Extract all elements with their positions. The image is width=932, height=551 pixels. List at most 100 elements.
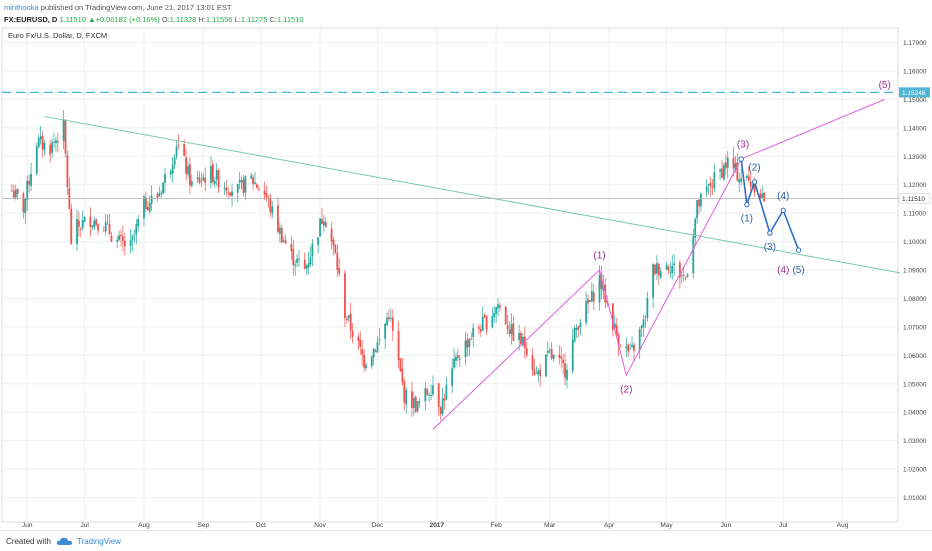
candle-body	[483, 314, 486, 318]
x-tick-label: Jul	[779, 522, 788, 529]
candle-body	[290, 243, 293, 251]
candle-body	[747, 176, 750, 181]
author-link[interactable]: minthooka	[4, 3, 39, 12]
candle-body	[510, 324, 513, 335]
x-tick-label: Jul	[80, 522, 89, 529]
candle-body	[156, 194, 159, 198]
candle-body	[698, 199, 700, 207]
candle-body	[164, 174, 166, 183]
candle-body	[589, 300, 591, 302]
candle-body	[707, 184, 710, 186]
y-tick-label: 1.07000	[903, 324, 927, 331]
candle-body	[254, 182, 256, 184]
candle-body	[307, 263, 310, 268]
candle-body	[642, 319, 645, 328]
candle-body	[388, 317, 390, 320]
low-value: 1.11275	[240, 15, 268, 24]
candle-body	[523, 336, 526, 348]
candle-body	[745, 175, 748, 179]
candle-body	[175, 146, 178, 157]
candle-body	[55, 140, 57, 144]
candle-body	[468, 339, 471, 348]
candle-body	[414, 397, 417, 412]
candle-body	[135, 224, 138, 235]
candle-body	[533, 369, 536, 375]
candle-body	[600, 273, 603, 289]
candle-body	[215, 170, 218, 180]
candle-body	[106, 221, 109, 223]
candle-body	[282, 240, 285, 242]
candle-body	[629, 348, 632, 350]
candle-body	[682, 274, 685, 276]
candle-body	[550, 348, 553, 359]
publish-text: published on TradingView.com, June 21, 2…	[38, 3, 232, 12]
candle-body	[110, 235, 113, 242]
candle-body	[738, 179, 741, 183]
price-chart[interactable]: Euro Fx/U.S. Dollar, D, FXCM 1.17000 1.160…	[0, 0, 932, 530]
candle-body	[692, 236, 695, 274]
candle-body	[579, 322, 582, 328]
candle-body	[669, 271, 672, 273]
candle-body	[158, 193, 161, 197]
candle-body	[456, 355, 459, 359]
candle-body	[723, 164, 725, 180]
candle-body	[418, 401, 421, 403]
candle-body	[763, 192, 766, 202]
candle-body	[120, 234, 122, 237]
candle-body	[531, 355, 534, 370]
candle-body	[464, 340, 467, 358]
candle-body	[724, 162, 727, 169]
candle-body	[678, 262, 681, 278]
candle-body	[169, 171, 172, 175]
candle-body	[189, 164, 191, 186]
candle-body	[321, 219, 323, 225]
y-tick-label: 1.09000	[903, 268, 927, 275]
candle-body	[539, 369, 542, 377]
candle-body	[198, 177, 201, 183]
last-price-badge	[898, 193, 931, 204]
candle-body	[363, 354, 365, 368]
candle-body	[278, 227, 281, 234]
candle-body	[93, 220, 96, 228]
candle-body	[397, 331, 400, 361]
candle-body	[592, 292, 595, 302]
candle-body	[445, 384, 448, 400]
candle-body	[491, 316, 494, 328]
candle-body	[24, 198, 27, 214]
elliott-wave-minor	[740, 158, 800, 251]
candle-body	[357, 336, 360, 342]
candle-body	[412, 398, 415, 408]
candles	[11, 110, 766, 421]
candle-body	[265, 193, 268, 198]
candle-body	[148, 202, 151, 212]
candle-body	[66, 155, 69, 188]
candle-body	[625, 346, 628, 349]
candle-body	[638, 329, 641, 351]
candle-body	[26, 180, 29, 200]
x-tick-label: Jun	[721, 522, 732, 529]
candle-body	[210, 166, 212, 184]
candle-body	[619, 346, 622, 348]
candle-body	[694, 219, 697, 238]
wave-label-major: (4)	[777, 265, 789, 276]
candle-body	[160, 192, 163, 194]
candle-body	[439, 407, 442, 414]
candle-body	[349, 313, 352, 331]
candle-body	[571, 339, 574, 372]
chart-title: Euro Fx/U.S. Dollar, D, FXCM	[8, 31, 107, 40]
candle-body	[351, 330, 354, 337]
candle-body	[719, 169, 721, 172]
candle-body	[734, 163, 737, 170]
symbol-label: FX:EURUSD, D	[4, 15, 58, 24]
tradingview-logo-text[interactable]: TradingView	[76, 536, 121, 546]
candle-body	[269, 198, 272, 213]
wave-point	[744, 201, 750, 208]
candle-body	[16, 188, 19, 195]
candle-body	[123, 240, 126, 247]
high-value: 1.11556	[205, 15, 233, 24]
candle-body	[386, 317, 388, 326]
candle-body	[56, 141, 59, 143]
candle-body	[49, 144, 52, 155]
candle-body	[631, 344, 633, 347]
candle-body	[617, 334, 620, 346]
